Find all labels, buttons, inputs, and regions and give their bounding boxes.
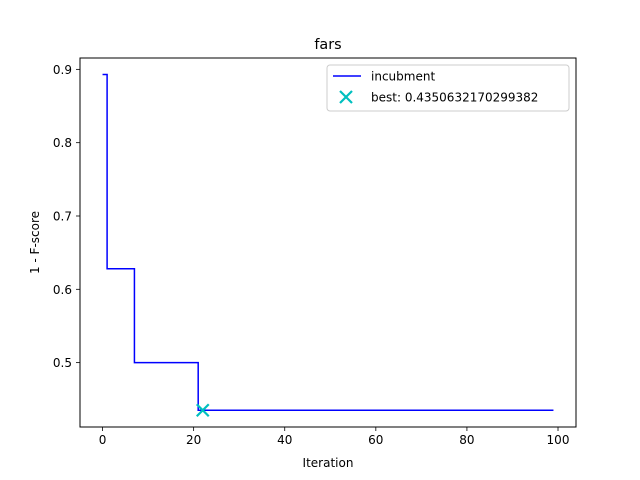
y-tick-label: 0.7	[53, 209, 72, 223]
y-tick-label: 0.9	[53, 63, 72, 77]
chart-title: fars	[314, 37, 341, 53]
x-axis-ticks: 0 20 40 60 80 100	[99, 427, 570, 447]
marker-layer	[195, 403, 210, 418]
y-axis-ticks: 0.5 0.6 0.7 0.8 0.9	[53, 63, 80, 370]
y-tick-label: 0.8	[53, 136, 72, 150]
legend-entry-best: best: 0.4350632170299382	[371, 91, 538, 105]
axes-frame	[79, 57, 577, 428]
x-tick-label: 100	[547, 433, 570, 447]
legend-entry-incumbent: incubment	[371, 70, 435, 84]
y-axis-label: 1 - F-score	[28, 211, 42, 274]
y-tick-label: 0.5	[53, 356, 72, 370]
x-tick-label: 60	[368, 433, 383, 447]
axes-background	[80, 58, 576, 427]
x-tick-label: 80	[459, 433, 474, 447]
series-line-incumbent	[102, 73, 554, 411]
x-tick-label: 0	[99, 433, 107, 447]
y-tick-label: 0.6	[53, 283, 72, 297]
x-tick-label: 20	[186, 433, 201, 447]
x-axis-label: Iteration	[303, 456, 354, 470]
legend-marker-swatch	[339, 90, 353, 104]
x-tick-label: 40	[277, 433, 292, 447]
data-layer	[102, 73, 554, 411]
legend: incubment best: 0.4350632170299382	[326, 64, 570, 112]
best-point-marker	[195, 403, 210, 418]
legend-box	[326, 64, 570, 112]
